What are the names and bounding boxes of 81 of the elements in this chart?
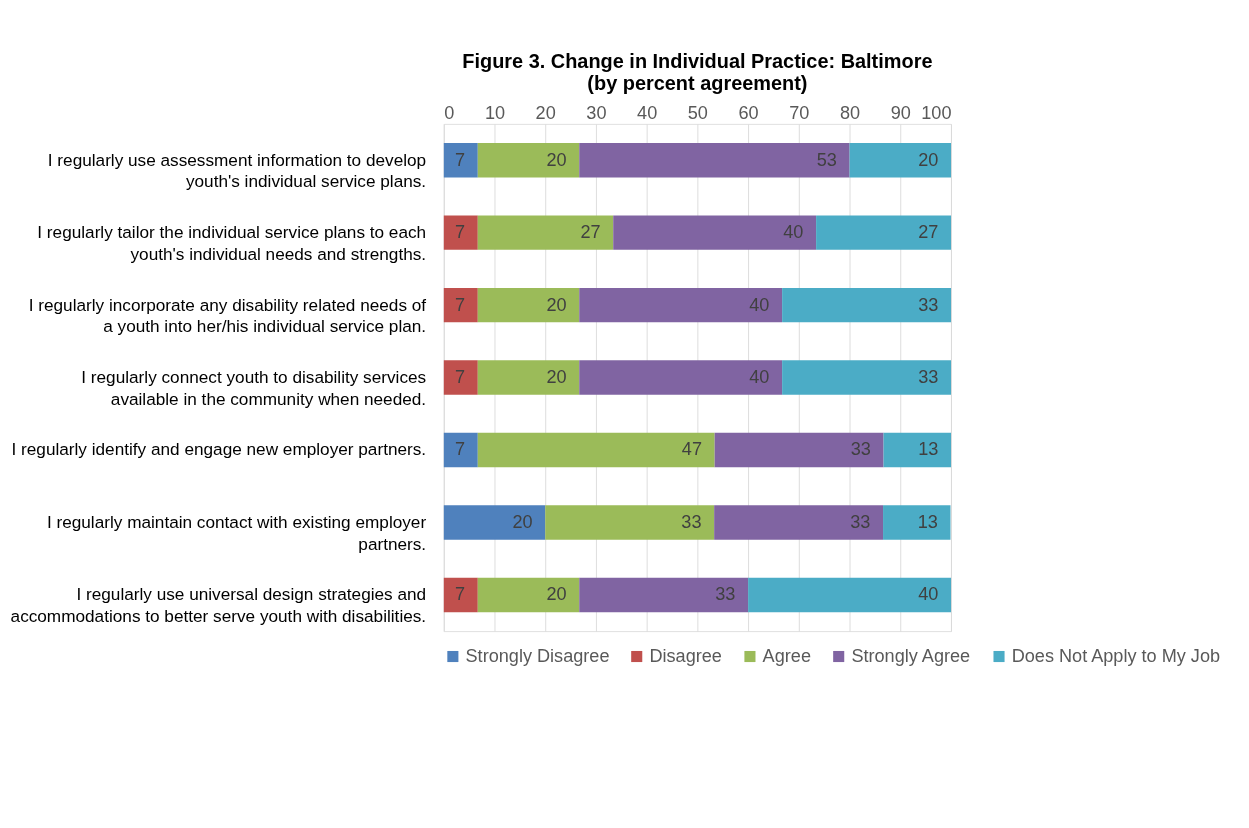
bar [883,505,951,540]
data-label: 53 [816,149,837,170]
bar [477,577,580,613]
bar [883,432,952,468]
data-label: 33 [715,584,736,605]
y-tick-label: I regularly identify and engage new employer partners. [11,439,427,460]
data-label: 40 [783,222,804,243]
bar [477,215,614,250]
legend-label: Agree [762,645,811,666]
data-label: 33 [850,439,871,460]
legend-label: Does Not Apply to My Job [1011,645,1221,666]
bar [443,505,546,540]
data-label: 27 [918,222,939,243]
x-tick-label: 30 [586,102,607,123]
x-tick-label: 100 [921,102,952,123]
y-tick-label: I regularly maintain contact with existing employer partners. [46,511,427,554]
bar [714,505,884,540]
chart-subtitle: (by percent agreement) [587,72,808,95]
bar [443,577,478,613]
legend-label: Strongly Disagree [465,645,610,666]
data-label: 20 [512,511,533,532]
x-tick-label: 10 [484,102,506,123]
y-tick-label: I regularly incorporate any disability related needs of a youth into her/his individual service plan. [28,294,427,337]
data-label: 7 [455,439,466,460]
data-label: 7 [455,584,466,605]
data-label: 20 [918,149,939,170]
data-label: 40 [749,294,770,315]
bar [579,360,783,395]
data-label: 20 [546,584,567,605]
bar [714,432,884,468]
bar [579,577,749,613]
x-tick-label: 80 [839,102,861,123]
data-label: 7 [455,149,466,170]
bar [443,432,478,468]
x-tick-label: 90 [890,102,911,123]
y-tick-label: I regularly tailor the individual service plans to each youth's individual needs and strengths. [37,222,427,264]
bar [579,142,850,178]
bar [613,215,817,250]
bar [443,142,478,178]
bar [443,287,478,323]
y-tick-label: I regularly use assessment information to develop youth's individual service plans. [47,149,427,192]
data-label: 7 [455,366,466,387]
data-label: 20 [546,294,567,315]
data-label: 33 [918,294,939,315]
chart-title: Figure 3. Change in Individual Practice: Baltimore [462,49,933,72]
y-tick-label: I regularly use universal design strategies and accommodations to better serve youth with disabilities. [10,584,427,627]
bar [545,505,715,540]
bar [443,215,478,250]
data-label: 33 [918,366,939,387]
data-label: 33 [681,511,702,532]
bar [443,360,478,395]
data-label: 7 [455,222,466,243]
data-label: 33 [850,511,871,532]
data-label: 47 [681,439,702,460]
x-tick-label: 60 [738,102,759,123]
data-label: 40 [749,366,770,387]
bar [748,577,952,613]
data-label: 40 [918,584,939,605]
bar [477,360,580,395]
bar [782,287,952,323]
data-label: 20 [546,149,567,170]
x-tick-label: 0 [444,102,455,123]
x-tick-label: 70 [789,102,810,123]
x-tick-label: 20 [535,102,556,123]
data-label: 13 [918,439,939,460]
bar [816,215,952,250]
bar [477,142,580,178]
data-label: 7 [455,294,466,315]
bar [477,287,580,323]
x-tick-label: 40 [637,102,658,123]
bar [477,432,715,468]
x-tick-label: 50 [687,102,708,123]
legend-label: Disagree [649,645,722,666]
data-label: 20 [546,366,567,387]
y-tick-label: I regularly connect youth to disability services available in the community when needed. [81,366,427,409]
bar [579,287,783,323]
bar [849,142,952,178]
data-label: 13 [917,511,938,532]
data-label: 27 [580,222,601,243]
legend-label: Strongly Agree [851,645,971,666]
bar [782,360,952,395]
